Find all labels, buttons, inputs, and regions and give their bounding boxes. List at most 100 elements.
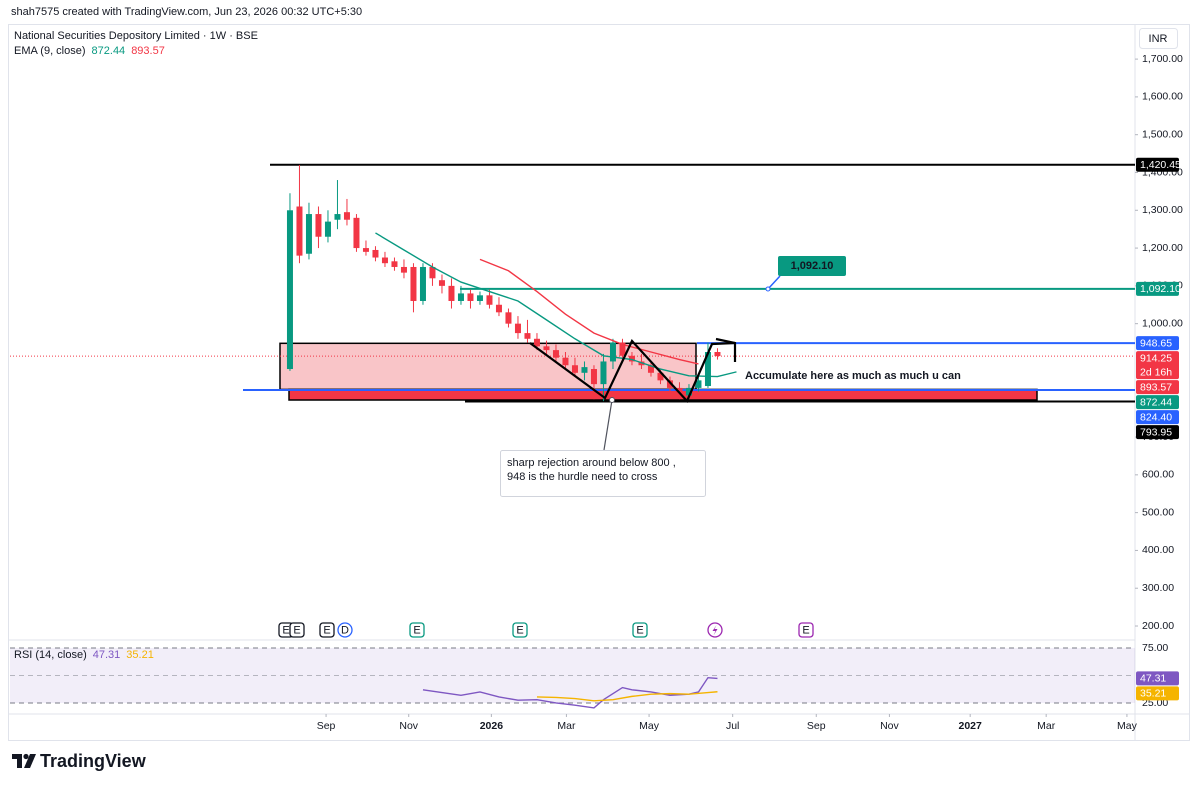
- event-icon[interactable]: [798, 622, 814, 638]
- indicator-name: EMA (9, close): [14, 45, 86, 57]
- logo-slash: [24, 754, 36, 768]
- candle-body: [628, 355, 635, 362]
- price-label: 793.95: [1140, 426, 1172, 438]
- y-tick-label: 1,200.00: [1142, 242, 1183, 254]
- candle-body: [685, 387, 692, 396]
- candle-body: [581, 367, 588, 373]
- drawings-layer: TradingView National Securities Deposito…: [12, 30, 1181, 771]
- candle-body: [305, 214, 312, 254]
- x-tick-label: Mar: [557, 720, 576, 732]
- event-label[interactable]: E: [282, 624, 289, 636]
- note-box: [500, 450, 706, 497]
- candle-body: [400, 266, 407, 273]
- zone: [279, 342, 697, 391]
- zigzag-drawing: [529, 339, 736, 403]
- candle-body: [429, 266, 436, 279]
- indicator-value: 893.57: [131, 45, 165, 57]
- rsi-value: 35.21: [126, 649, 154, 661]
- candle-body: [410, 266, 417, 301]
- x-tick-label: Mar: [1037, 720, 1056, 732]
- event-icon[interactable]: [632, 622, 648, 638]
- callout-text: 1,092.10: [791, 260, 834, 272]
- price-label-box: [1136, 410, 1179, 425]
- countdown-label: 2d 16h: [1140, 366, 1172, 378]
- price-label: 1,092.10: [1140, 283, 1181, 295]
- indicator-value: 872.44: [92, 45, 126, 57]
- event-icon[interactable]: [319, 622, 335, 638]
- credit: shah7575 created with TradingView.com, J…: [11, 6, 362, 18]
- currency[interactable]: INR: [1149, 33, 1168, 45]
- symbol-title: National Securities Depository Limited ·…: [14, 30, 258, 42]
- candle-body: [457, 293, 464, 301]
- candle-body: [343, 212, 350, 220]
- y-tick-label: 600.00: [1142, 469, 1174, 481]
- callout-box: [778, 256, 846, 276]
- candle-body: [505, 312, 512, 324]
- indicator-legend: EMA (9, close) 872.44 893.57: [14, 45, 165, 57]
- rsi-legend: RSI (14, close) 47.31 35.21: [14, 649, 154, 661]
- price-label-box: [1136, 395, 1179, 410]
- event-icon[interactable]: [512, 622, 528, 638]
- x-tick-label: Nov: [880, 720, 899, 732]
- price-label-box: [1136, 351, 1179, 380]
- logo-dot: [23, 753, 29, 760]
- candle-body: [533, 338, 540, 347]
- annotation-text: Accumulate here as much as much u can: [745, 370, 961, 382]
- price-label: 914.25: [1140, 352, 1172, 364]
- y-tick-label: 1,600.00: [1142, 91, 1183, 103]
- y-tick-label: 300.00: [1142, 582, 1174, 594]
- price-label-box: [1136, 425, 1179, 440]
- price-label-box: [1136, 157, 1179, 172]
- candle-body: [562, 357, 569, 366]
- event-label[interactable]: E: [323, 624, 330, 636]
- event-icon[interactable]: [289, 622, 305, 638]
- candle-body: [324, 221, 331, 237]
- event-label[interactable]: E: [802, 624, 809, 636]
- candle-body: [334, 214, 341, 220]
- candle-body: [448, 285, 455, 301]
- y-tick-label: 1,700.00: [1142, 53, 1183, 65]
- y-tick-label: 1,000.00: [1142, 317, 1183, 329]
- x-tick-label: Sep: [807, 720, 826, 732]
- event-label[interactable]: E: [293, 624, 300, 636]
- event-label[interactable]: E: [516, 624, 523, 636]
- x-tick-label: Sep: [317, 720, 336, 732]
- candle-body: [543, 346, 550, 351]
- logo-bar: [12, 754, 22, 768]
- x-tick-label: 2026: [480, 720, 504, 732]
- event-label[interactable]: E: [413, 624, 420, 636]
- currency-box[interactable]: [1139, 28, 1178, 49]
- event-label[interactable]: E: [636, 624, 643, 636]
- y-tick-label: 1,500.00: [1142, 128, 1183, 140]
- rsi-label-box: [1136, 671, 1179, 686]
- rsi-tick-label: 75.00: [1142, 642, 1168, 654]
- x-tick-label: Nov: [399, 720, 418, 732]
- candle-body: [476, 295, 483, 301]
- price-label: 948.65: [1140, 337, 1172, 349]
- y-tick-label: 500.00: [1142, 506, 1174, 518]
- x-tick-label: Jul: [726, 720, 739, 732]
- rsi-label: 35.21: [1140, 688, 1166, 700]
- candle-body: [381, 257, 388, 264]
- candle-body: [609, 342, 616, 362]
- candle-body: [524, 333, 531, 339]
- candle-body: [695, 380, 702, 388]
- candle-body: [714, 352, 721, 357]
- event-icon[interactable]: [337, 622, 353, 638]
- event-icon[interactable]: [409, 622, 425, 638]
- y-tick-label: 200.00: [1142, 620, 1174, 632]
- line-series: [536, 691, 718, 702]
- note-anchor: [609, 397, 615, 403]
- logo-text: TradingView: [40, 751, 147, 771]
- x-tick-label: 2027: [958, 720, 982, 732]
- candle-body: [296, 206, 303, 256]
- y-tick-label: 400.00: [1142, 544, 1174, 556]
- candle-body: [514, 323, 521, 334]
- rsi-label-box: [1136, 686, 1179, 701]
- rsi-value: 47.31: [93, 649, 121, 661]
- event-label[interactable]: D: [341, 624, 349, 636]
- price-label: 893.57: [1140, 381, 1172, 393]
- line-series: [375, 232, 737, 378]
- candle-body: [495, 304, 502, 313]
- candle-body: [600, 361, 607, 385]
